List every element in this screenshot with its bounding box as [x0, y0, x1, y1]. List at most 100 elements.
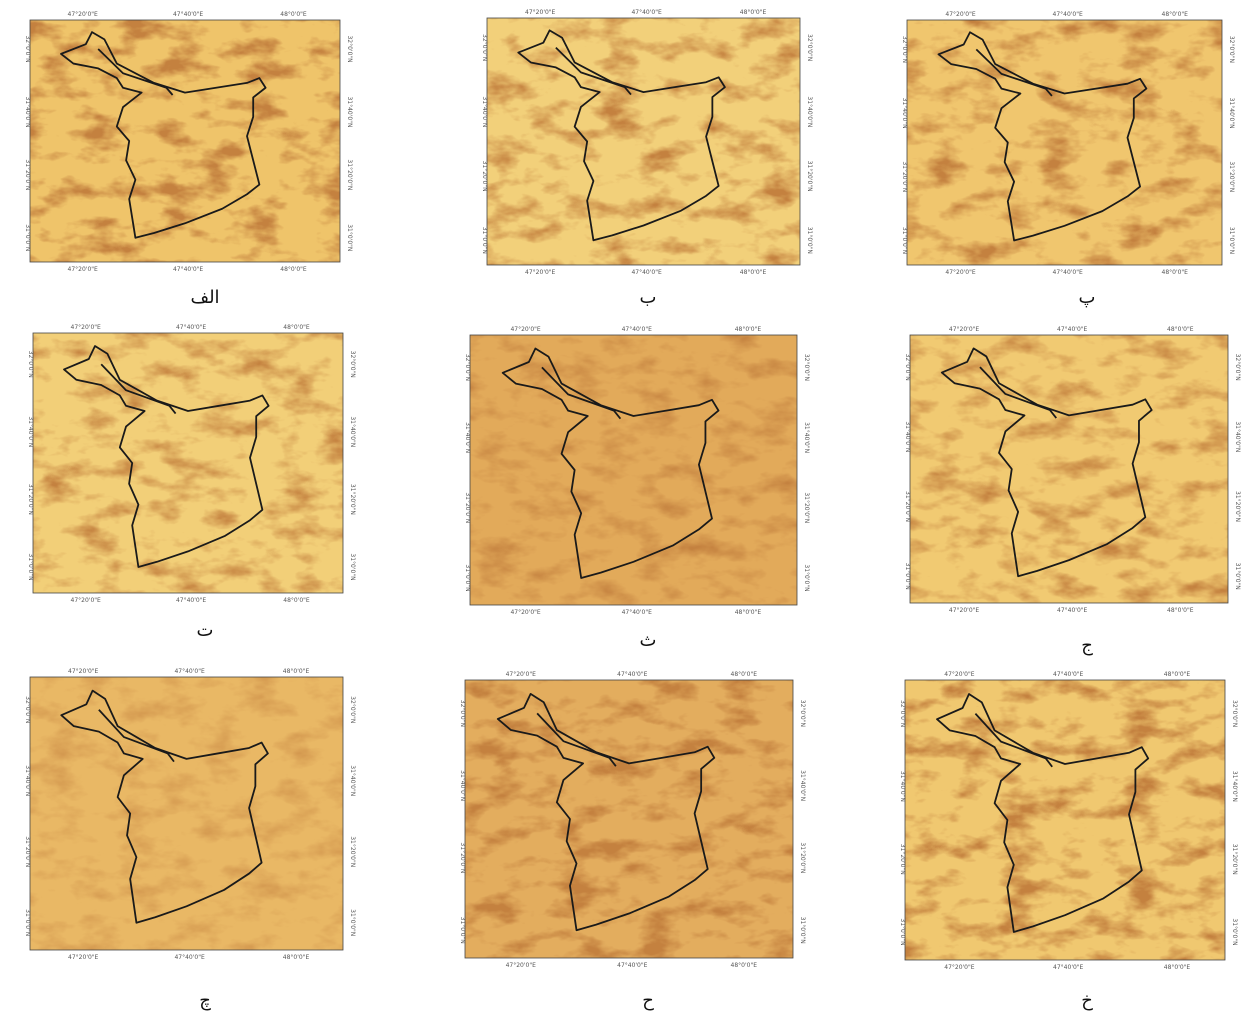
lat-tick-label: 31°20'0"N — [806, 161, 813, 192]
lat-tick-label: 31°0'0"N — [24, 909, 31, 936]
lat-tick-label: 31°40'0"N — [1228, 98, 1235, 129]
lon-tick-label: 47°40'0"E — [622, 609, 652, 616]
lat-tick-label: 32°0'0"N — [459, 700, 466, 727]
lat-tick-label: 31°20'0"N — [1234, 491, 1241, 522]
lon-tick-label: 47°40'0"E — [1053, 11, 1083, 18]
lat-tick-label: 31°20'0"N — [346, 159, 353, 190]
lat-tick-label: 31°20'0"N — [349, 484, 356, 515]
lon-tick-label: 47°20'0"E — [944, 964, 974, 971]
lon-tick-label: 47°20'0"E — [510, 609, 540, 616]
lat-tick-label: 31°0'0"N — [803, 564, 810, 591]
lat-tick-label: 31°40'0"N — [349, 416, 356, 447]
lat-tick-label: 32°0'0"N — [803, 354, 810, 381]
lon-tick-label: 48°0'0"E — [740, 269, 767, 276]
lat-tick-label: 32°0'0"N — [901, 36, 908, 63]
lat-tick-label: 31°20'0"N — [803, 492, 810, 523]
lon-tick-label: 47°20'0"E — [949, 326, 979, 333]
map-panel: 47°20'0"E47°20'0"E47°40'0"E47°40'0"E48°0… — [481, 9, 813, 276]
lat-tick-label: 31°20'0"N — [1231, 844, 1238, 875]
lon-tick-label: 48°0'0"E — [740, 9, 767, 16]
lat-tick-label: 31°0'0"N — [806, 227, 813, 254]
lon-tick-label: 47°40'0"E — [176, 324, 206, 331]
lat-tick-label: 31°20'0"N — [904, 491, 911, 522]
figure: 47°20'0"E 47°20'0"E 47°40'0"E 47°40'0"E 48°0… — [0, 0, 1243, 1012]
lon-tick-label: 47°20'0"E — [525, 9, 555, 16]
lon-tick-label: 48°0'0"E — [1164, 964, 1191, 971]
lon-tick-label: 47°40'0"E — [1053, 671, 1083, 678]
lat-tick-label: 31°0'0"N — [899, 918, 906, 945]
lat-tick-label: 31°20'0"N — [464, 492, 471, 523]
map-texture — [30, 677, 343, 950]
lat-tick-label: 31°40'0"N — [24, 96, 31, 127]
lat-tick-label: 32°0'0"N — [27, 351, 34, 378]
lat-tick-label: 31°0'0"N — [349, 553, 356, 580]
lon-tick-label: 47°40'0"E — [174, 668, 204, 675]
lon-tick-label: 48°0'0"E — [280, 266, 307, 273]
map-panel: 47°20'0"E47°20'0"E47°40'0"E47°40'0"E48°0… — [24, 668, 356, 961]
lon-tick-label: 47°20'0"E — [68, 11, 98, 18]
map-texture — [30, 20, 340, 262]
lat-tick-label: 31°20'0"N — [459, 842, 466, 873]
lat-tick-label: 32°0'0"N — [1234, 354, 1241, 381]
lat-tick-label: 31°0'0"N — [459, 917, 466, 944]
lon-tick-label: 48°0'0"E — [731, 962, 758, 969]
lon-tick-label: 48°0'0"E — [1162, 11, 1189, 18]
lat-tick-label: 31°40'0"N — [346, 96, 353, 127]
lat-tick-label: 32°0'0"N — [349, 351, 356, 378]
lat-tick-label: 32°0'0"N — [1231, 700, 1238, 727]
lon-tick-label: 47°20'0"E — [68, 954, 98, 961]
lat-tick-label: 32°0'0"N — [346, 35, 353, 62]
lat-tick-label: 31°0'0"N — [1231, 918, 1238, 945]
lat-tick-label: 31°0'0"N — [464, 564, 471, 591]
lat-tick-label: 31°40'0"N — [901, 98, 908, 129]
lat-tick-label: 31°20'0"N — [899, 844, 906, 875]
lon-tick-label: 48°0'0"E — [1162, 269, 1189, 276]
lon-tick-label: 47°20'0"E — [944, 671, 974, 678]
panel-label: ح — [642, 990, 654, 1011]
lat-tick-label: 31°0'0"N — [27, 553, 34, 580]
map-texture — [470, 335, 797, 605]
lat-tick-label: 32°0'0"N — [1228, 36, 1235, 63]
lat-tick-label: 31°0'0"N — [24, 224, 31, 251]
lat-tick-label: 32°0'0"N — [799, 700, 806, 727]
lon-tick-label: 47°40'0"E — [174, 954, 204, 961]
lat-tick-label: 31°40'0"N — [806, 96, 813, 127]
lat-tick-label: 31°20'0"N — [481, 161, 488, 192]
lat-tick-label: 31°20'0"N — [24, 159, 31, 190]
lon-tick-label: 47°40'0"E — [631, 269, 661, 276]
lon-tick-label: 48°0'0"E — [283, 954, 310, 961]
lat-tick-label: 31°0'0"N — [1228, 227, 1235, 254]
lat-tick-label: 31°40'0"N — [1234, 421, 1241, 452]
lat-tick-label: 31°20'0"N — [349, 836, 356, 867]
lat-tick-label: 31°40'0"N — [24, 765, 31, 796]
lon-tick-label: 47°20'0"E — [71, 597, 101, 604]
lon-tick-label: 48°0'0"E — [735, 609, 762, 616]
lat-tick-label: 31°0'0"N — [481, 227, 488, 254]
lat-tick-label: 32°0'0"N — [464, 354, 471, 381]
map-panel: 47°20'0"E47°20'0"E47°40'0"E47°40'0"E48°0… — [901, 11, 1235, 276]
lon-tick-label: 47°40'0"E — [617, 671, 647, 678]
lon-tick-label: 47°40'0"E — [1053, 964, 1083, 971]
lon-tick-label: 48°0'0"E — [1167, 607, 1194, 614]
lon-tick-label: 47°20'0"E — [525, 269, 555, 276]
lon-tick-label: 48°0'0"E — [1167, 326, 1194, 333]
lon-tick-label: 47°20'0"E — [945, 269, 975, 276]
lon-tick-label: 47°40'0"E — [173, 266, 203, 273]
lat-tick-label: 31°40'0"N — [459, 770, 466, 801]
lat-tick-label: 31°20'0"N — [799, 842, 806, 873]
map-texture — [33, 333, 343, 593]
lon-tick-label: 48°0'0"E — [283, 324, 310, 331]
lon-tick-label: 47°40'0"E — [173, 11, 203, 18]
lat-tick-label: 31°40'0"N — [899, 771, 906, 802]
panel-label: ث — [640, 630, 657, 651]
lat-tick-label: 31°40'0"N — [27, 416, 34, 447]
lat-tick-label: 32°0'0"N — [899, 700, 906, 727]
map-texture — [465, 680, 793, 958]
lat-tick-label: 32°0'0"N — [349, 696, 356, 723]
lat-tick-label: 31°40'0"N — [349, 765, 356, 796]
panel-label: الف — [190, 287, 219, 308]
map-texture — [907, 20, 1222, 265]
lon-tick-label: 47°40'0"E — [176, 597, 206, 604]
lat-tick-label: 32°0'0"N — [24, 696, 31, 723]
lat-tick-label: 31°20'0"N — [27, 484, 34, 515]
